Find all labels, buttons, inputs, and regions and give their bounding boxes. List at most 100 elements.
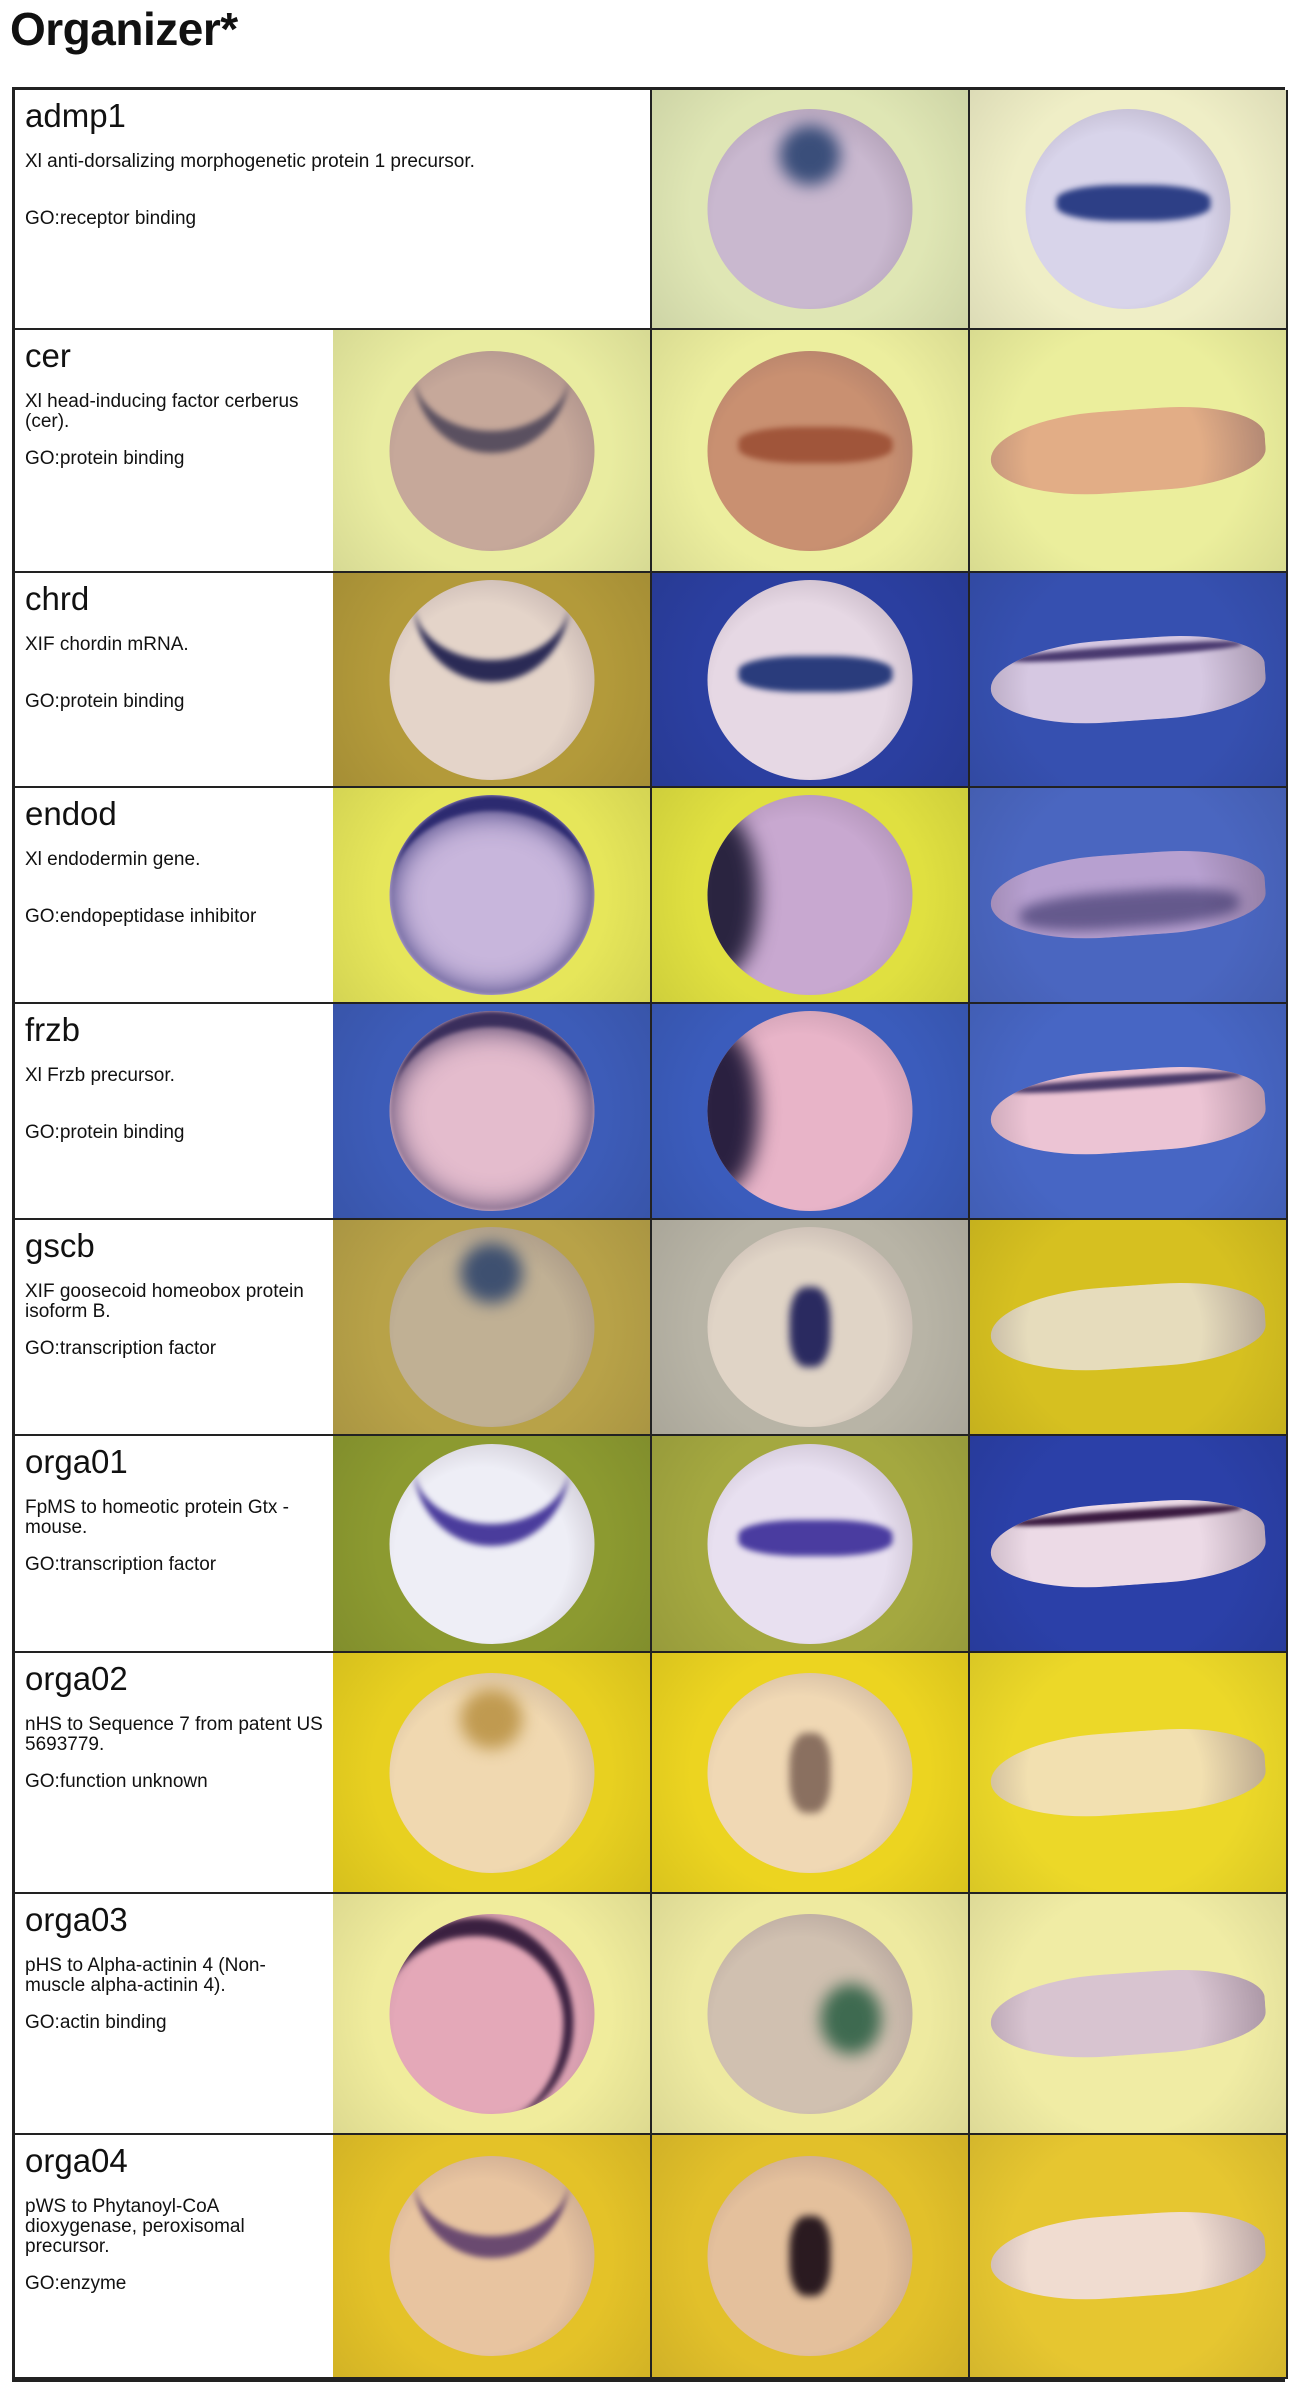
embryo-image [389, 795, 594, 995]
go-annotation: GO:transcription factor [25, 1338, 217, 1359]
embryo-image [987, 629, 1269, 730]
gene-info-cell: cer Xl head-inducing factor cerberus (cer… [15, 330, 333, 573]
embryo-image [987, 1060, 1269, 1162]
stain-region [1010, 637, 1242, 665]
stain-region [460, 1688, 523, 1749]
gene-description: pWS to Phytanoyl-CoA dioxygenase, peroxi… [25, 2196, 245, 2257]
embryo-image [389, 2156, 594, 2356]
expression-image [970, 1894, 1288, 2135]
embryo-image [987, 2205, 1269, 2307]
stain-region [389, 795, 594, 995]
gene-info-cell: frzb Xl Frzb precursor. GO:protein binding [15, 1004, 333, 1220]
expression-image [652, 2135, 970, 2379]
embryo-image [389, 1913, 594, 2114]
gene-info-cell: orga01 FpMS to homeotic protein Gtx - mou… [15, 1436, 333, 1653]
gene-name: gscb [25, 1227, 95, 1264]
stain-region [738, 426, 892, 463]
expression-image [652, 330, 970, 573]
expression-image [333, 1653, 652, 1894]
embryo-image [389, 1672, 594, 1873]
gene-description: pHS to Alpha-actinin 4 (Non-muscle alpha… [25, 1955, 266, 1996]
stain-region [707, 1031, 759, 1191]
gene-name: chrd [25, 580, 90, 617]
expression-image [652, 1004, 970, 1220]
expression-image [970, 788, 1288, 1004]
embryo-image [389, 1011, 594, 1211]
expression-image [970, 330, 1288, 573]
embryo-image [707, 1913, 913, 2114]
embryo-image [987, 1963, 1269, 2064]
stain-region [707, 815, 759, 975]
stain-region [779, 125, 841, 185]
gene-name: frzb [25, 1011, 81, 1048]
embryo-image [389, 579, 594, 780]
gene-name: cer [25, 337, 71, 374]
embryo-image [707, 795, 913, 995]
expression-image [970, 90, 1288, 330]
gene-info-cell: chrd XIF chordin mRNA. GO:protein binding [15, 573, 333, 788]
gene-name: orga03 [25, 1901, 128, 1938]
expression-image [652, 788, 970, 1004]
stain-region [1056, 185, 1210, 221]
embryo-image [707, 2156, 913, 2356]
embryo-image [707, 350, 913, 551]
expression-image [333, 573, 652, 788]
gene-description: XIF chordin mRNA. [25, 634, 189, 655]
stain-region [460, 1243, 523, 1303]
go-annotation: GO:protein binding [25, 691, 185, 712]
expression-image [333, 788, 652, 1004]
stain-region [413, 580, 570, 682]
embryo-image [1025, 109, 1231, 309]
gene-info-cell: admp1 Xl anti-dorsalizing morphogenetic p… [15, 90, 652, 330]
stain-region [389, 1917, 574, 2114]
expression-image [652, 573, 970, 788]
gene-description: Xl anti-dorsalizing morphogenetic protei… [25, 151, 475, 172]
gene-description: Xl Frzb precursor. [25, 1065, 175, 1086]
expression-image [970, 1436, 1288, 1653]
expression-image [652, 1436, 970, 1653]
go-annotation: GO:protein binding [25, 1122, 185, 1143]
embryo-image [987, 1722, 1269, 1823]
gene-info-cell: orga03 pHS to Alpha-actinin 4 (Non-muscle… [15, 1894, 333, 2135]
expression-image [970, 573, 1288, 788]
stain-region [413, 1444, 570, 1546]
expression-image [652, 90, 970, 330]
go-annotation: GO:protein binding [25, 448, 185, 469]
go-annotation: GO:function unknown [25, 1771, 208, 1792]
gene-info-cell: orga02 nHS to Sequence 7 from patent US 5… [15, 1653, 333, 1894]
gene-name: orga04 [25, 2142, 128, 2179]
expression-image [652, 1220, 970, 1436]
embryo-image [987, 1276, 1269, 1378]
gene-name: orga01 [25, 1443, 128, 1480]
stain-region [789, 1287, 831, 1367]
expression-image [333, 1894, 652, 2135]
gene-name: endod [25, 795, 117, 832]
embryo-image [987, 1493, 1269, 1594]
gene-description: Xl head-inducing factor cerberus (cer). [25, 391, 299, 432]
gene-expression-table: admp1 Xl anti-dorsalizing morphogenetic p… [12, 87, 1288, 2382]
gene-info-cell: gscb XIF goosecoid homeobox protein isofo… [15, 1220, 333, 1436]
expression-image [333, 2135, 652, 2379]
expression-image [970, 1653, 1288, 1894]
expression-image [333, 1436, 652, 1653]
embryo-image [987, 400, 1269, 501]
expression-image [970, 2135, 1288, 2379]
go-annotation: GO:endopeptidase inhibitor [25, 906, 257, 927]
stain-region [789, 2216, 831, 2296]
embryo-image [707, 1672, 913, 1873]
embryo-image [987, 844, 1269, 946]
embryo-image [389, 350, 594, 551]
stain-region [413, 2156, 570, 2258]
expression-image [333, 1004, 652, 1220]
embryo-image [389, 1227, 594, 1427]
stain-region [389, 1011, 594, 1211]
embryo-image [707, 1227, 913, 1427]
gene-name: admp1 [25, 97, 126, 134]
embryo-image [707, 1443, 913, 1644]
go-annotation: GO:transcription factor [25, 1554, 217, 1575]
gene-description: XIF goosecoid homeobox protein isoform B… [25, 1281, 304, 1322]
stain-region [738, 655, 892, 692]
expression-image [333, 1220, 652, 1436]
expression-image [652, 1894, 970, 2135]
expression-image [970, 1220, 1288, 1436]
